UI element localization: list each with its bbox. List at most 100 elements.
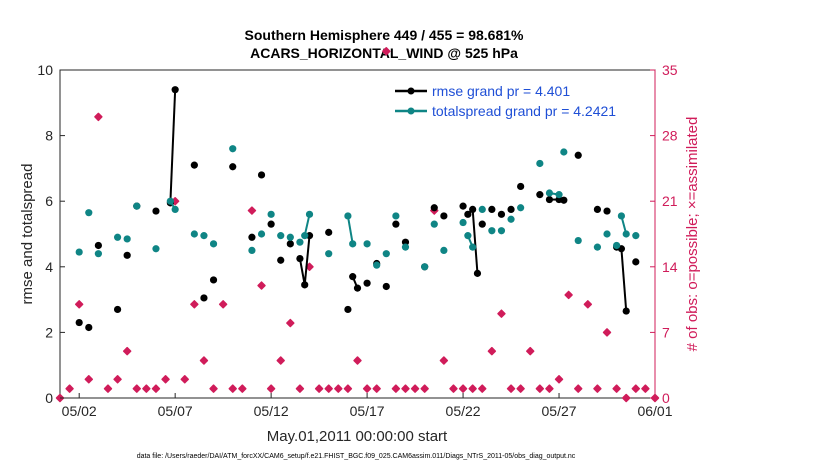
spread-point — [171, 205, 179, 213]
x-tick-label: 05/12 — [254, 403, 289, 419]
rmse-point — [209, 276, 218, 284]
obs-count-point — [228, 384, 237, 393]
spread-point — [133, 202, 141, 210]
y-tick-label-right: 0 — [662, 390, 670, 406]
spread-point — [373, 261, 381, 269]
y-tick-label-left: 4 — [45, 259, 53, 275]
obs-count-point — [132, 384, 141, 393]
x-tick-label: 05/07 — [158, 403, 193, 419]
rmse-point — [488, 205, 496, 213]
spread-point — [392, 212, 400, 220]
rmse-point — [286, 240, 294, 248]
rmse-point — [574, 151, 582, 159]
spread-point — [113, 233, 122, 241]
spread-point — [440, 246, 448, 254]
obs-count-point — [372, 384, 381, 393]
spread-point — [574, 236, 582, 245]
rmse-point — [296, 255, 304, 263]
spread-point — [401, 243, 410, 251]
obs-count-point — [458, 384, 468, 393]
rmse-point — [349, 273, 357, 281]
rmse-point — [248, 233, 256, 241]
rmse-point — [517, 182, 525, 191]
spread-point — [344, 212, 352, 220]
obs-count-point — [401, 384, 410, 393]
obs-count-point — [622, 393, 631, 403]
spread-point — [593, 243, 602, 251]
obs-count-point — [468, 384, 477, 393]
rmse-point — [622, 307, 630, 315]
legend-box — [386, 76, 648, 122]
spread-point — [152, 245, 160, 253]
spread-point — [123, 235, 131, 243]
rmse-point — [325, 228, 333, 236]
rmse-point — [229, 163, 237, 171]
spread-point — [229, 145, 237, 153]
rmse-point — [257, 171, 266, 179]
spread-point — [209, 240, 218, 248]
obs-count-point — [334, 384, 343, 393]
x-tick-label: 05/02 — [62, 403, 97, 419]
rmse-point — [440, 212, 448, 220]
obs-count-point — [103, 384, 113, 393]
obs-count-point — [593, 384, 602, 393]
spread-point — [478, 205, 486, 213]
rmse-point — [344, 305, 352, 314]
rmse-line-segment — [169, 89, 177, 203]
obs-count-point — [382, 47, 391, 56]
obs-count-point — [602, 328, 612, 337]
spread-point — [497, 227, 506, 235]
y-tick-label-left: 0 — [45, 390, 53, 406]
legend-rmse-marker — [407, 87, 415, 95]
obs-count-point — [324, 384, 333, 393]
spread-point — [296, 238, 304, 246]
spread-point — [325, 250, 333, 258]
y-tick-label-left: 8 — [45, 128, 53, 144]
rmse-point — [560, 196, 568, 204]
obs-count-point — [84, 375, 93, 384]
rmse-point — [171, 86, 179, 94]
spread-point — [507, 215, 515, 223]
spread-point — [517, 204, 525, 212]
y-tick-label-right: 14 — [662, 259, 678, 275]
obs-count-point — [583, 300, 593, 309]
obs-count-point — [526, 346, 535, 356]
rmse-point — [593, 205, 602, 213]
obs-count-point — [449, 384, 458, 393]
obs-count-point — [353, 356, 362, 365]
rmse-point — [267, 220, 275, 228]
obs-count-point — [410, 384, 420, 393]
x-tick-label: 05/27 — [542, 403, 577, 419]
spread-point — [277, 232, 285, 240]
spread-point — [613, 241, 621, 250]
obs-count-point — [295, 384, 305, 393]
rmse-point — [123, 251, 131, 259]
rmse-point — [152, 207, 160, 215]
rmse-line-segment — [471, 209, 479, 274]
spread-point — [286, 233, 294, 241]
spread-point — [488, 227, 496, 235]
obs-count-point — [362, 384, 372, 393]
rmse-point — [478, 220, 486, 228]
spread-point — [464, 232, 472, 240]
rmse-point — [430, 204, 438, 212]
spread-point — [545, 189, 554, 197]
spread-point — [75, 248, 83, 256]
obs-count-point — [238, 384, 247, 393]
data-file-footnote: data file: /Users/raeder/DAI/ATM_forcXX/… — [137, 453, 576, 460]
rmse-point — [363, 279, 371, 287]
spread-point — [166, 197, 174, 205]
rmse-point — [469, 205, 477, 213]
rmse-point — [401, 238, 410, 246]
chart-title-line-1: Southern Hemisphere 449 / 455 = 98.681% — [245, 27, 525, 43]
rmse-point — [85, 323, 93, 332]
y-axis-label-left: rmse and totalspread — [19, 164, 36, 305]
spread-point — [430, 220, 438, 228]
obs-count-point — [266, 384, 276, 393]
rmse-point — [75, 318, 83, 327]
obs-count-point — [641, 384, 650, 393]
obs-count-point — [199, 356, 209, 365]
rmse-point — [507, 205, 515, 213]
obs-count-point — [487, 346, 497, 356]
obs-count-point — [209, 384, 218, 393]
